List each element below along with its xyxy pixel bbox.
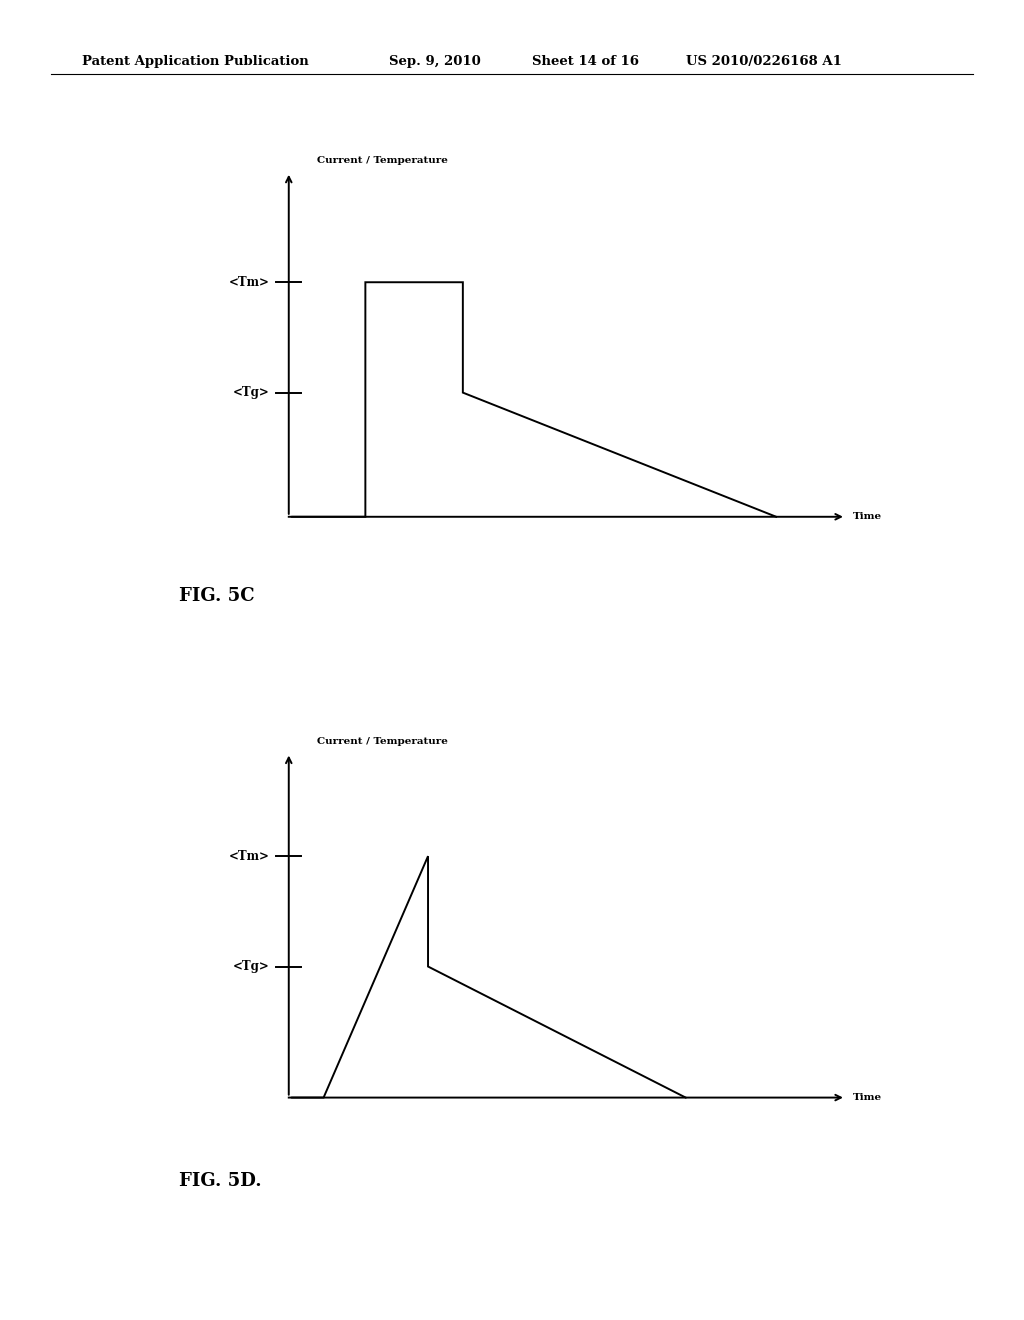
- Text: Patent Application Publication: Patent Application Publication: [82, 55, 308, 69]
- Text: <Tg>: <Tg>: [232, 960, 269, 973]
- Text: FIG. 5D.: FIG. 5D.: [179, 1172, 262, 1191]
- Text: FIG. 5C: FIG. 5C: [179, 587, 255, 606]
- Text: <Tm>: <Tm>: [228, 276, 269, 289]
- Text: Sep. 9, 2010: Sep. 9, 2010: [389, 55, 481, 69]
- Text: <Tm>: <Tm>: [228, 850, 269, 863]
- Text: US 2010/0226168 A1: US 2010/0226168 A1: [686, 55, 842, 69]
- Text: Current / Temperature: Current / Temperature: [316, 156, 447, 165]
- Text: <Tg>: <Tg>: [232, 387, 269, 399]
- Text: Sheet 14 of 16: Sheet 14 of 16: [532, 55, 639, 69]
- Text: Time: Time: [853, 1093, 882, 1102]
- Text: Current / Temperature: Current / Temperature: [316, 737, 447, 746]
- Text: Time: Time: [853, 512, 882, 521]
